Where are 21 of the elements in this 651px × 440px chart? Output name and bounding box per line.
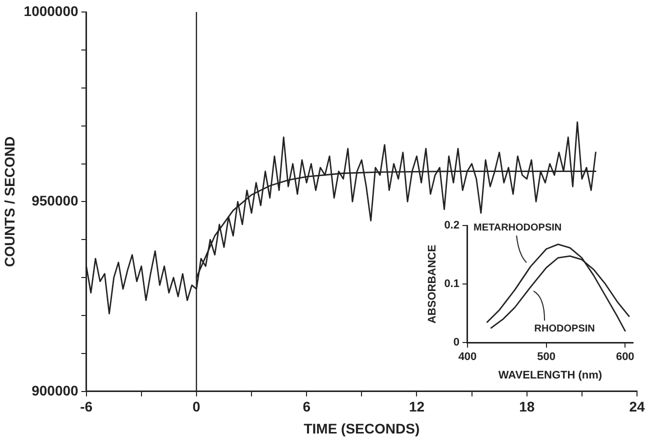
x-tick-label: -6: [80, 398, 93, 415]
y-axis-title: COUNTS / SECOND: [1, 136, 18, 268]
y-tick-label: 950000: [32, 192, 79, 209]
y-tick-label: 0.2: [444, 220, 460, 232]
x-tick-label: 18: [519, 398, 535, 415]
series-label: METARHODOPSIN: [473, 222, 562, 234]
x-tick-label: 0: [192, 398, 201, 415]
y-tick-label: 0: [453, 336, 460, 349]
x-tick-label: 24: [629, 398, 645, 415]
y-axis-title: ABSORBANCE: [426, 244, 439, 324]
text: RHODOPSIN: [534, 323, 595, 334]
x-tick-label: 600: [616, 351, 634, 364]
y-tick-label: 900000: [32, 382, 79, 398]
x-tick-label: 12: [408, 398, 425, 415]
x-tick-label: 500: [537, 351, 556, 364]
y-tick-label: 1000000: [24, 2, 79, 19]
x-axis-title: TIME (SECONDS): [304, 420, 420, 436]
x-tick-label: 6: [302, 398, 311, 415]
x-tick-label: 400: [458, 351, 477, 364]
y-tick-label: 0.1: [444, 278, 460, 290]
x-axis-title: WAVELENGTH (nm): [498, 369, 602, 382]
